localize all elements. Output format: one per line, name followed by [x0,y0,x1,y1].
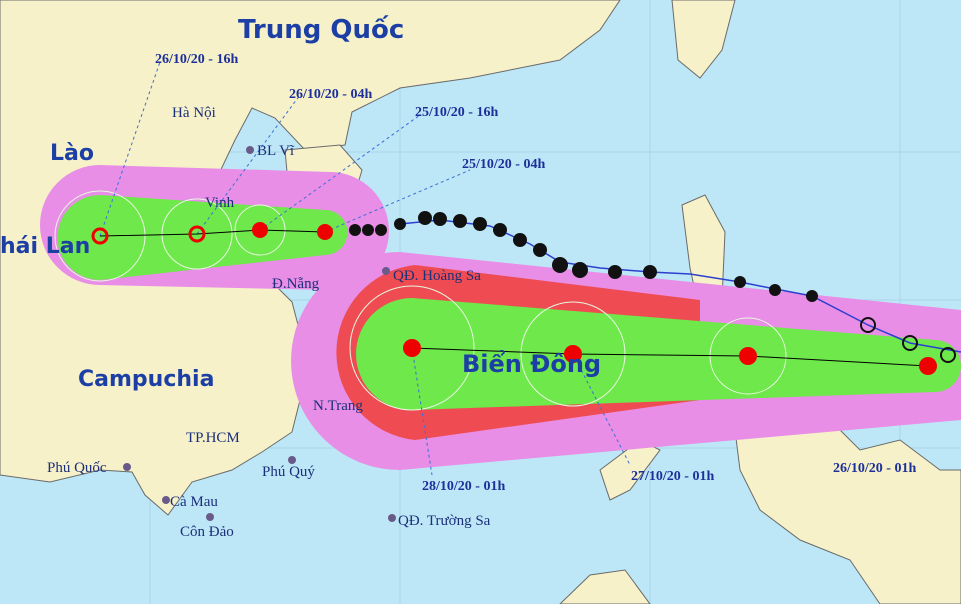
country-label: Lào [50,141,94,166]
forecast-cone [40,165,961,470]
place-dot [288,456,296,464]
place-dot [206,513,214,521]
time-label: 26/10/20 - 01h [833,461,916,476]
forecast-positions [91,222,937,375]
past-positions [349,211,818,302]
place-label: Phú Quốc [47,460,107,476]
place-label: Côn Đảo [180,524,234,540]
place-label: Phú Quý [262,464,315,480]
place-dot [246,146,254,154]
place-label: Cà Mau [170,494,218,510]
place-label: TP.HCM [186,430,240,446]
country-label: hái Lan [0,234,90,259]
country-label: Campuchia [78,367,214,392]
labels: Trung Quốc Lào hái Lan Campuchia Biển Đông Hà… [0,14,916,540]
country-label: Biển Đông [462,348,601,378]
time-label: 27/10/20 - 01h [631,469,714,484]
country-label: Trung Quốc [238,14,404,45]
place-label: BL Vĩ [257,143,295,159]
place-dot [382,267,390,275]
place-dot [388,514,396,522]
forecast-track-east [411,347,929,367]
time-label: 28/10/20 - 01h [422,479,505,494]
place-dot [162,496,170,504]
place-label: Vinh [205,195,235,211]
place-label: Hà Nội [172,105,216,121]
place-label: QĐ. Trường Sa [398,513,491,529]
place-label: QĐ. Hoàng Sa [393,268,481,284]
leaders [99,61,631,476]
past-depressions [860,317,956,363]
forecast-track-west [99,229,326,237]
place-label: Đ.Nẵng [272,276,320,292]
time-label: 26/10/20 - 16h [155,52,238,67]
place-label: N.Trang [313,398,363,414]
place-dot [123,463,131,471]
time-label: 25/10/20 - 04h [462,157,545,172]
time-label: 26/10/20 - 04h [289,87,372,102]
time-label: 25/10/20 - 16h [415,105,498,120]
